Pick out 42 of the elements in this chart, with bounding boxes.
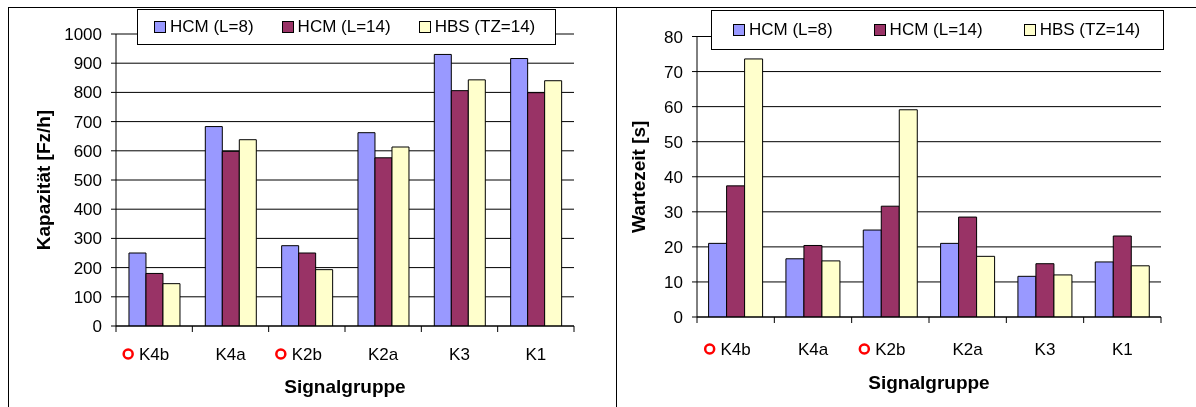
y-tick-label: 30: [664, 202, 683, 222]
x-tick-label: K1: [525, 344, 547, 364]
y-tick-label: 0: [92, 317, 102, 337]
y-tick-label: 500: [73, 171, 102, 191]
y-axis-title: Kapazität [Fz/h]: [32, 109, 54, 251]
x-tick-label: K2a: [952, 339, 984, 359]
legend-label: HCM (L=14): [297, 17, 391, 37]
y-tick-label: 0: [673, 308, 683, 328]
y-tick-label: 200: [73, 258, 102, 278]
x-tick-label: K4b: [720, 339, 751, 359]
y-tick-label: 600: [73, 141, 102, 161]
y-tick-label: 700: [73, 112, 102, 132]
legend-label: HBS (TZ=14): [1039, 20, 1141, 40]
x-tick-label: K2a: [368, 344, 399, 364]
y-tick-label: 300: [73, 229, 102, 249]
x-tick-label: K3: [1034, 339, 1056, 359]
y-tick-label: 20: [664, 237, 683, 257]
y-tick-label: 1000: [64, 25, 102, 45]
x-tick-label: K1: [1111, 339, 1133, 359]
y-tick-label: 400: [73, 200, 102, 220]
legend-label: HBS (TZ=14): [434, 17, 536, 37]
y-tick-label: 50: [664, 132, 683, 152]
legend-label: HCM (L=8): [170, 17, 254, 37]
y-axis-title: Wartezeit [s]: [627, 120, 649, 233]
y-tick-label: 80: [664, 27, 683, 47]
y-tick-label: 800: [73, 83, 102, 103]
x-tick-label: K4a: [215, 344, 247, 364]
y-tick-label: 100: [73, 287, 102, 307]
x-axis-title: Signalgruppe: [284, 375, 406, 397]
y-tick-label: 10: [664, 272, 683, 292]
x-tick-label: K4a: [797, 339, 829, 359]
x-tick-label: K3: [449, 344, 470, 364]
y-tick-label: 60: [664, 97, 683, 117]
x-tick-label: K2b: [291, 344, 322, 364]
x-axis-title: Signalgruppe: [868, 371, 990, 393]
x-tick-label: K2b: [875, 339, 906, 359]
legend-label: HCM (L=8): [749, 20, 833, 40]
legend-label: HCM (L=14): [889, 20, 983, 40]
y-tick-label: 70: [664, 62, 683, 82]
y-tick-label: 40: [664, 167, 683, 187]
x-tick-label: K4b: [139, 344, 170, 364]
y-tick-label: 900: [73, 54, 102, 74]
